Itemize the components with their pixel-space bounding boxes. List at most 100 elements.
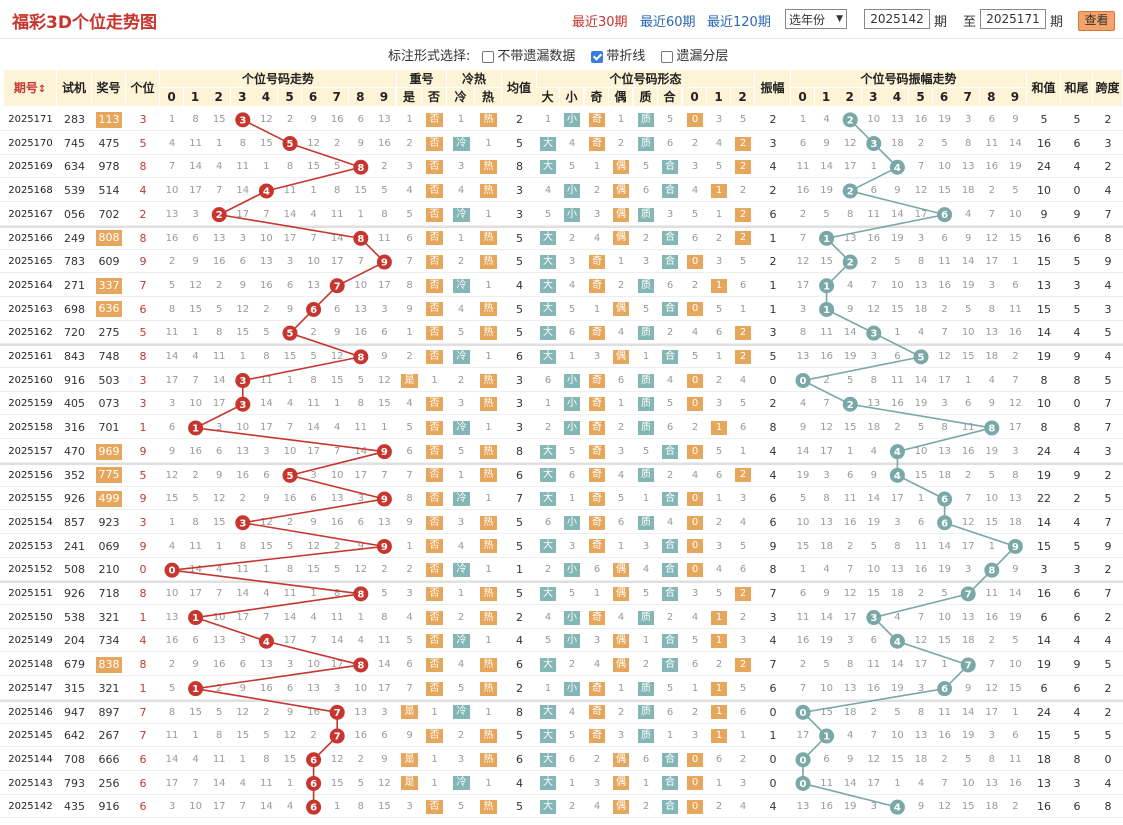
issue-cell: 2025159 <box>8 398 53 410</box>
trend-miss-cell: 12 <box>330 351 344 362</box>
trend-miss-cell: 2 <box>381 161 388 173</box>
to-issue-input[interactable]: 2025171 <box>980 9 1046 29</box>
issue-cell: 2025155 <box>8 493 53 505</box>
amp-cell: 4 <box>769 444 777 458</box>
form-miss: 1 <box>691 682 699 694</box>
table-row <box>0 724 1123 748</box>
amp-miss-cell: 15 <box>961 351 975 362</box>
trend-miss-cell: 6 <box>286 682 294 694</box>
form-badge: 0 <box>687 800 703 815</box>
amp-miss-cell: 2 <box>965 469 972 481</box>
option-layered[interactable]: 遗漏分层 <box>661 45 728 64</box>
trend-miss-cell: 11 <box>330 611 344 623</box>
hot-badge: 热 <box>480 800 497 815</box>
repeat-no-badge: 否 <box>426 657 443 672</box>
table-row <box>0 369 1123 392</box>
test-number-cell: 204 <box>64 634 85 648</box>
trend-miss-cell: 15 <box>283 753 297 765</box>
trend-miss-cell: 14 <box>378 659 391 671</box>
trend-miss-cell: 8 <box>357 398 364 410</box>
form-badge: 合 <box>662 752 678 767</box>
issue-cell: 2025160 <box>8 374 53 386</box>
amp-miss-cell: 6 <box>941 232 948 244</box>
nav-recent-120[interactable]: 最近120期 <box>707 15 771 30</box>
trend-miss-cell: 16 <box>260 682 273 694</box>
table-row <box>0 345 1123 368</box>
sum-cell: 10 <box>1037 184 1051 198</box>
amp-miss-cell: 1 <box>799 114 807 125</box>
amp-miss-cell: 13 <box>843 232 857 244</box>
form-miss: 3 <box>593 351 601 362</box>
trend-miss-cell: 2 <box>286 516 294 528</box>
form-miss: 4 <box>739 516 747 528</box>
repeat-no-badge: 否 <box>426 468 443 483</box>
option-no-miss-label: 不带遗漏数据 <box>497 49 576 64</box>
form-miss: 5 <box>568 445 576 457</box>
amp-miss-cell: 7 <box>799 682 807 694</box>
form-badge: 偶 <box>613 207 629 222</box>
trend-miss-cell: 1 <box>357 208 364 220</box>
trend-miss-cell: 12 <box>236 303 250 315</box>
from-issue-input[interactable]: 2025142 <box>864 9 930 29</box>
test-number-cell: 241 <box>64 539 85 553</box>
view-button[interactable]: 查看 <box>1078 11 1115 31</box>
checkbox-polyline[interactable] <box>591 50 604 63</box>
amp-miss-cell: 1 <box>799 564 807 576</box>
form-badge: 奇 <box>589 610 605 625</box>
trend-miss-cell: 15 <box>212 516 226 528</box>
checkbox-no-miss[interactable] <box>482 50 495 63</box>
tail-cell: 5 <box>1073 255 1081 269</box>
option-polyline[interactable]: 带折线 <box>591 45 645 64</box>
amp-miss-cell: 17 <box>796 730 810 742</box>
amp-miss-cell: 16 <box>843 516 857 528</box>
sum-cell: 15 <box>1037 539 1051 553</box>
amp-miss-cell: 6 <box>1012 279 1019 291</box>
col-issue-header[interactable]: 期号↕ <box>4 70 57 107</box>
form-badge: 质 <box>638 468 654 483</box>
prize-number-cell: 321 <box>98 681 120 695</box>
trend-miss-cell: 13 <box>212 635 226 647</box>
cold-badge: 冷 <box>453 492 470 507</box>
checkbox-layered[interactable] <box>661 50 674 63</box>
form-miss: 2 <box>666 611 674 623</box>
nav-recent-30[interactable]: 最近30期 <box>572 15 628 30</box>
trend-miss-cell: 14 <box>307 422 320 434</box>
table-row <box>0 392 1123 416</box>
amp-miss-cell: 17 <box>914 659 928 671</box>
issue-cell: 2025162 <box>8 327 53 339</box>
issue-cell: 2025150 <box>8 611 53 623</box>
amp-miss-cell: 13 <box>891 114 904 125</box>
trend-miss-cell: 1 <box>286 374 294 386</box>
amp-miss-cell: 2 <box>870 256 877 268</box>
trend-miss-cell: 3 <box>168 398 176 410</box>
trend-miss-cell: 12 <box>378 374 391 386</box>
test-number-cell: 793 <box>64 776 85 790</box>
amp-miss-cell: 7 <box>941 327 948 339</box>
amp-miss-cell: 5 <box>894 256 901 268</box>
amp-miss-cell: 10 <box>914 445 928 457</box>
trend-miss-cell: 1 <box>263 564 270 576</box>
cold-miss: 5 <box>457 682 465 694</box>
option-no-miss[interactable]: 不带遗漏数据 <box>482 45 575 64</box>
cold-header: 冷 <box>447 88 475 107</box>
form-miss: 1 <box>739 303 747 315</box>
trend-miss-cell: 4 <box>263 588 270 599</box>
trend-miss-cell: 6 <box>263 469 270 481</box>
year-select[interactable]: 选年份 ▼ <box>785 9 847 29</box>
amp-miss-cell: 10 <box>1009 208 1022 220</box>
amp-miss-cell: 11 <box>938 706 951 718</box>
trend-miss-cell: 3 <box>263 445 270 457</box>
tail-cell: 0 <box>1073 184 1081 198</box>
trend-miss-cell: 17 <box>283 232 297 244</box>
form-miss: 4 <box>593 232 601 244</box>
amp-miss-cell: 15 <box>820 256 833 268</box>
amp-miss-cell: 7 <box>917 611 925 623</box>
issue-cell: 2025152 <box>8 564 53 576</box>
amp-miss-cell: 2 <box>941 303 948 315</box>
amp-miss-cell: 7 <box>988 208 995 220</box>
table-row <box>0 511 1123 534</box>
amp-miss-cell: 2 <box>941 753 948 765</box>
trend-miss-cell: 16 <box>378 137 391 149</box>
hot-badge: 热 <box>480 752 497 767</box>
nav-recent-60[interactable]: 最近60期 <box>640 15 696 30</box>
